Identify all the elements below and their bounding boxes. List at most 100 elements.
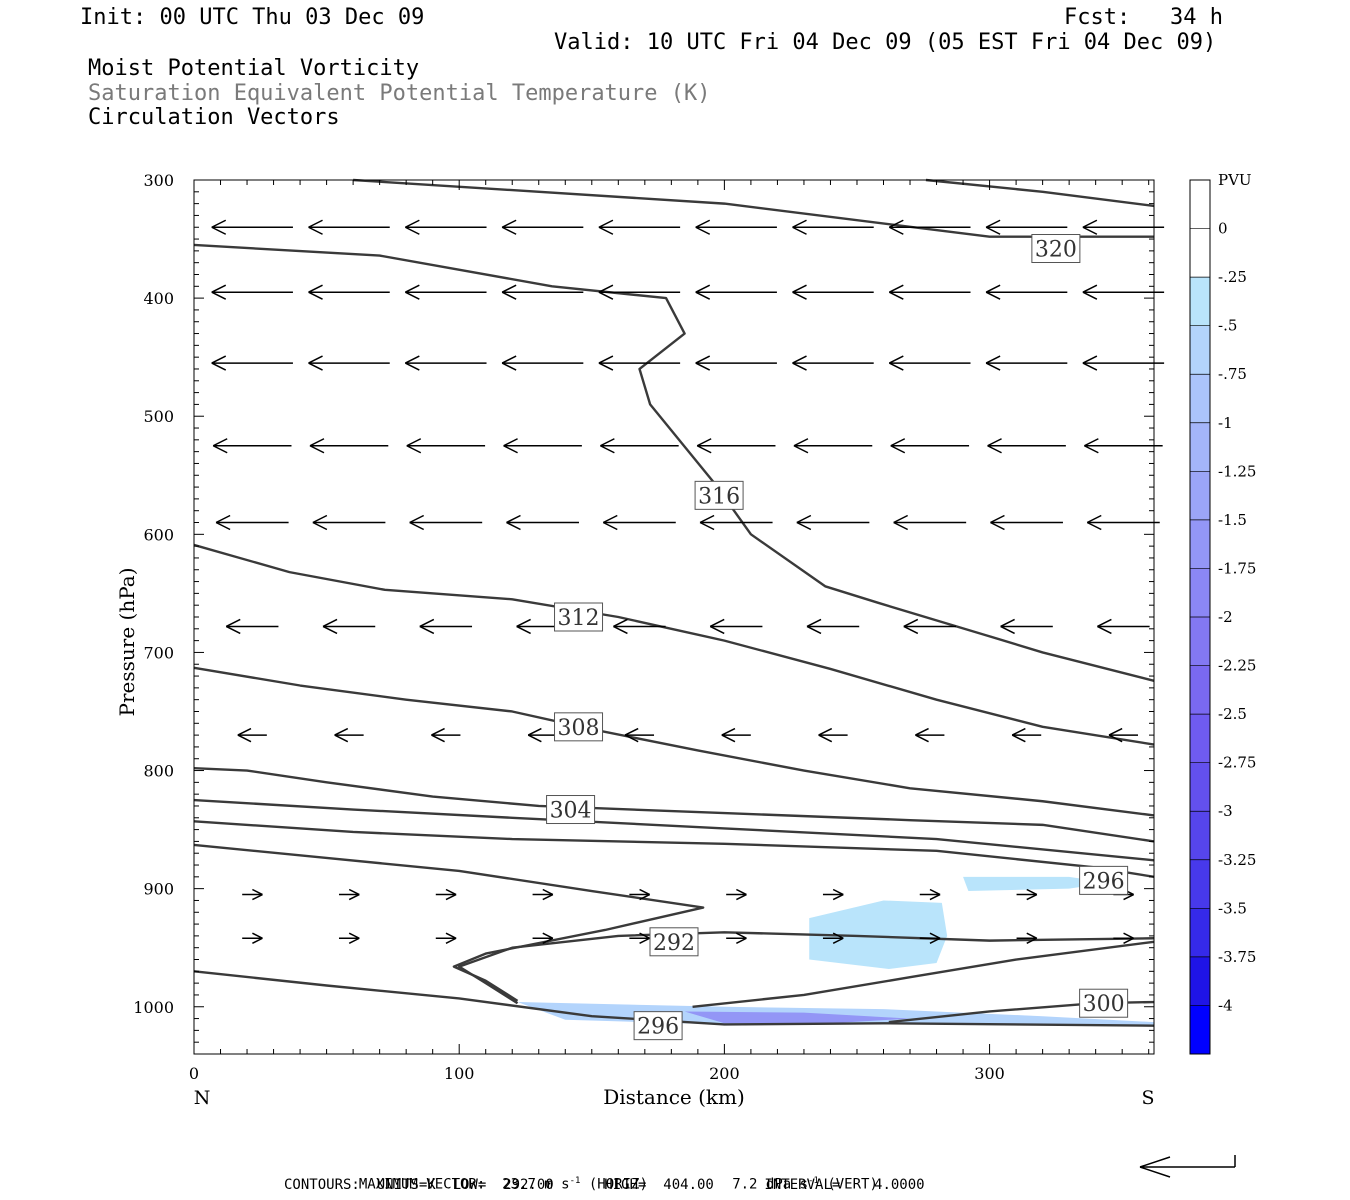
vector-head <box>793 438 809 454</box>
colorbar-label: -2.75 <box>1218 754 1256 772</box>
vector-arrow <box>503 438 582 454</box>
vector-arrow <box>709 618 763 635</box>
vector-arrow <box>1084 438 1163 454</box>
vert-exp: -1 <box>808 1176 819 1186</box>
contour-label: 312 <box>554 602 604 632</box>
valid-time: Valid: 10 UTC Fri 04 Dec 09 (05 EST Fri … <box>554 30 1217 55</box>
vector-head <box>721 727 736 743</box>
vector-head <box>985 284 1001 300</box>
vector-head <box>542 932 554 944</box>
contour-label: 292 <box>649 927 699 957</box>
colorbar-swatch <box>1190 228 1210 278</box>
vector-arrow <box>404 355 487 371</box>
horiz-max: 23.7 m s <box>502 1176 570 1193</box>
vector-arrow <box>501 219 584 235</box>
vector-arrow <box>598 284 681 300</box>
vector-head <box>322 618 338 635</box>
contour-304 <box>193 766 1155 843</box>
vector-head <box>503 438 518 454</box>
vector-head <box>818 727 833 743</box>
contour-296-upper <box>193 843 705 1002</box>
vector-arrow <box>419 618 473 635</box>
vector-head <box>832 888 844 901</box>
contour-300-mid <box>193 798 1155 862</box>
vector-head <box>308 284 323 300</box>
contour-label-box <box>694 480 744 510</box>
vector-head <box>252 932 263 944</box>
vector-arrow <box>322 618 376 635</box>
vector-arrow <box>435 932 457 944</box>
colorbar-label: -4 <box>1218 996 1233 1014</box>
vector-head <box>516 618 531 635</box>
vector-head <box>312 514 328 531</box>
vector-head <box>404 219 420 235</box>
vector-head <box>792 284 807 300</box>
contour-label-box <box>546 795 596 825</box>
vector-head <box>225 618 241 635</box>
vector-arrow <box>903 618 957 635</box>
colorbar-label: -1.75 <box>1218 559 1256 577</box>
colorbar-swatch <box>1190 859 1210 909</box>
vector-head <box>1082 219 1098 235</box>
vector-arrow <box>629 932 651 944</box>
mpv-region-band-deep <box>684 1011 911 1024</box>
vector-head <box>404 355 420 371</box>
vector-head <box>404 284 420 300</box>
vector-head <box>309 438 325 454</box>
vector-head <box>506 514 521 531</box>
colorbar-swatch <box>1190 374 1210 424</box>
vector-arrow <box>308 355 390 371</box>
vector-arrow <box>818 727 848 743</box>
vector-arrow <box>915 727 945 743</box>
contour-layer <box>193 178 1155 1027</box>
vector-arrow <box>598 355 681 371</box>
vector-arrow <box>501 355 584 371</box>
vector-head <box>419 618 435 635</box>
contour-label-text: 312 <box>558 606 600 631</box>
colorbar-label: -2 <box>1218 608 1233 626</box>
vector-head <box>598 355 614 371</box>
contour-label: 300 <box>1079 988 1129 1018</box>
colorbar-units: PVU <box>1218 171 1252 189</box>
vector-head <box>211 219 227 235</box>
vector-arrow <box>793 438 873 454</box>
vector-arrow <box>1108 727 1139 743</box>
vector-head <box>624 727 639 743</box>
vector-arrow <box>409 514 483 531</box>
vector-arrow <box>721 727 751 743</box>
vector-arrow <box>532 888 554 901</box>
south-label: S <box>1141 1087 1154 1109</box>
vector-head <box>501 355 517 371</box>
colorbar-label: -3 <box>1218 802 1233 820</box>
vector-head <box>542 888 554 901</box>
colorbar-label: -1 <box>1218 414 1233 432</box>
vector-head <box>987 438 1002 454</box>
tick-layer: 300 400 500 600 700 800 900 1000 0 100 200 300 <box>133 171 1154 1083</box>
x-axis-label: Distance (km) <box>603 1085 745 1109</box>
vector-arrow <box>404 219 487 235</box>
vector-head <box>406 438 422 454</box>
vector-arrow <box>435 888 457 901</box>
vector-head <box>348 932 360 944</box>
vector-arrow <box>1016 932 1038 944</box>
contour-320-b <box>925 178 1155 208</box>
colorbar-swatch <box>1190 714 1210 764</box>
vector-arrow <box>888 284 971 300</box>
colorbar-swatch <box>1190 908 1210 958</box>
vert-max: 7.2 dPa s <box>732 1176 809 1193</box>
vector-head <box>796 514 812 531</box>
vector-head <box>1000 618 1015 635</box>
contour-320-a <box>353 178 1154 238</box>
vector-arrow <box>338 932 360 944</box>
vector-arrow <box>792 355 874 371</box>
vector-arrow <box>242 888 263 901</box>
vector-arrow <box>532 932 554 944</box>
contour-312 <box>193 543 1155 746</box>
vector-head <box>501 219 517 235</box>
vector-head <box>1026 888 1038 901</box>
vector-head <box>709 618 725 635</box>
vector-arrow <box>1097 618 1150 635</box>
vector-head <box>1097 618 1112 635</box>
contour-label-text: 304 <box>550 799 592 824</box>
y-tick-label: 500 <box>143 407 174 426</box>
